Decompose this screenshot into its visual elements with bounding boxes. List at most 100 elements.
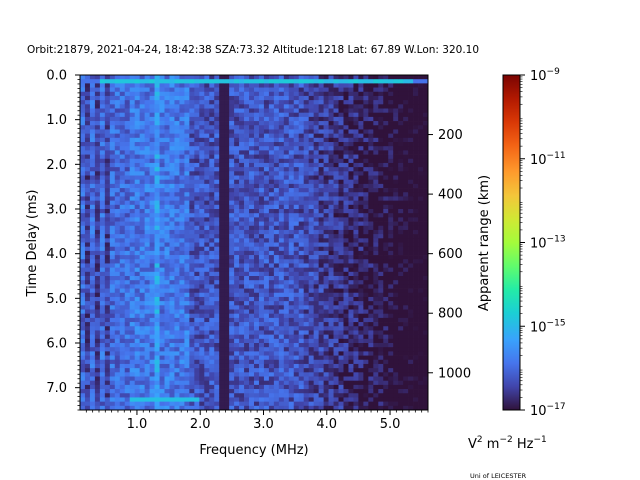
heatmap-cell bbox=[308, 133, 315, 139]
heatmap-cell bbox=[318, 108, 324, 114]
heatmap-cell bbox=[124, 137, 131, 143]
heatmap-cell bbox=[328, 405, 334, 411]
heatmap-cell bbox=[263, 322, 270, 327]
heatmap-cell bbox=[229, 87, 235, 93]
heatmap-cell bbox=[154, 75, 160, 80]
heatmap-cell bbox=[129, 363, 136, 369]
heatmap-cell bbox=[89, 204, 96, 210]
heatmap-cell bbox=[343, 368, 349, 373]
heatmap-cell bbox=[348, 125, 354, 130]
heatmap-cell bbox=[313, 292, 319, 298]
heatmap-cell bbox=[278, 116, 285, 122]
heatmap-cell bbox=[159, 288, 165, 294]
heatmap-cell bbox=[293, 347, 300, 352]
heatmap-cell bbox=[268, 116, 275, 122]
heatmap-cell bbox=[254, 271, 260, 277]
heatmap-cell bbox=[258, 397, 265, 402]
heatmap-cell bbox=[94, 209, 101, 214]
heatmap-cell bbox=[383, 112, 389, 118]
heatmap-cell bbox=[129, 171, 136, 176]
heatmap-cell bbox=[139, 326, 145, 331]
heatmap-cell bbox=[129, 200, 136, 206]
heatmap-cell bbox=[363, 188, 369, 193]
heatmap-cell bbox=[119, 125, 126, 130]
heatmap-cell bbox=[333, 334, 339, 340]
heatmap-cell bbox=[328, 167, 334, 172]
heatmap-cell bbox=[224, 259, 230, 264]
heatmap-cell bbox=[154, 276, 160, 281]
heatmap-cell bbox=[348, 179, 354, 185]
heatmap-cell bbox=[288, 384, 295, 390]
heatmap-cell bbox=[363, 280, 369, 285]
heatmap-cell bbox=[278, 296, 285, 302]
heatmap-cell bbox=[383, 276, 389, 281]
heatmap-cell bbox=[224, 284, 230, 289]
heatmap-cell bbox=[303, 326, 310, 331]
heatmap-cell bbox=[129, 267, 136, 273]
heatmap-cell bbox=[109, 267, 116, 273]
heatmap-cell bbox=[119, 276, 126, 281]
heatmap-cell bbox=[288, 154, 295, 160]
heatmap-cell bbox=[219, 305, 225, 310]
heatmap-cell bbox=[244, 108, 250, 114]
heatmap-cell bbox=[149, 213, 155, 218]
heatmap-cell bbox=[353, 225, 359, 231]
heatmap-cell bbox=[378, 267, 384, 273]
heatmap-cell bbox=[169, 116, 175, 122]
heatmap-cell bbox=[373, 133, 379, 139]
heatmap-cell bbox=[273, 263, 280, 268]
heatmap-cell bbox=[308, 372, 315, 377]
heatmap-cell bbox=[249, 359, 255, 365]
heatmap-cell bbox=[114, 112, 121, 118]
heatmap-cell bbox=[353, 112, 359, 118]
heatmap-cell bbox=[209, 359, 215, 365]
heatmap-cell bbox=[358, 200, 364, 206]
heatmap-cell bbox=[224, 146, 230, 151]
heatmap-cell bbox=[293, 95, 300, 101]
heatmap-cell bbox=[373, 301, 379, 306]
heatmap-cell bbox=[104, 355, 111, 361]
heatmap-cell bbox=[194, 292, 200, 298]
heatmap-cell bbox=[338, 389, 344, 394]
heatmap-cell bbox=[164, 154, 170, 160]
heatmap-cell bbox=[159, 83, 165, 88]
heatmap-cell bbox=[378, 305, 384, 310]
heatmap-cell bbox=[273, 188, 280, 193]
heatmap-cell bbox=[164, 125, 170, 130]
heatmap-cell bbox=[214, 158, 220, 164]
heatmap-cell bbox=[313, 179, 319, 185]
heatmap-cell bbox=[323, 171, 329, 176]
heatmap-cell bbox=[204, 142, 210, 147]
heatmap-cell bbox=[209, 250, 215, 256]
heatmap-cell bbox=[254, 276, 260, 281]
heatmap-cell bbox=[348, 276, 354, 281]
heatmap-cell bbox=[234, 334, 240, 340]
heatmap-cell bbox=[308, 405, 315, 411]
heatmap-cell bbox=[80, 129, 86, 134]
heatmap-cell bbox=[214, 204, 220, 210]
heatmap-cell bbox=[303, 129, 310, 134]
heatmap-cell bbox=[234, 209, 240, 214]
heatmap-cell bbox=[298, 351, 305, 356]
heatmap-cell bbox=[323, 330, 329, 335]
heatmap-cell bbox=[129, 108, 136, 114]
heatmap-cell bbox=[84, 196, 91, 201]
heatmap-cell bbox=[249, 121, 255, 126]
heatmap-cell bbox=[358, 75, 364, 80]
heatmap-cell bbox=[209, 301, 215, 306]
heatmap-cell bbox=[328, 351, 334, 356]
heatmap-cell bbox=[109, 238, 116, 243]
heatmap-cell bbox=[109, 104, 116, 109]
heatmap-cell bbox=[119, 246, 126, 252]
heatmap-cell bbox=[353, 234, 359, 239]
heatmap-cell bbox=[184, 121, 190, 126]
heatmap-cell bbox=[199, 104, 205, 109]
heatmap-cell bbox=[303, 305, 310, 310]
heatmap-cell bbox=[353, 326, 359, 331]
heatmap-cell bbox=[224, 372, 230, 377]
heatmap-cell bbox=[323, 263, 329, 268]
heatmap-cell bbox=[149, 355, 155, 361]
heatmap-cell bbox=[268, 389, 275, 394]
heatmap-cell bbox=[114, 133, 121, 139]
heatmap-cell bbox=[283, 133, 290, 139]
